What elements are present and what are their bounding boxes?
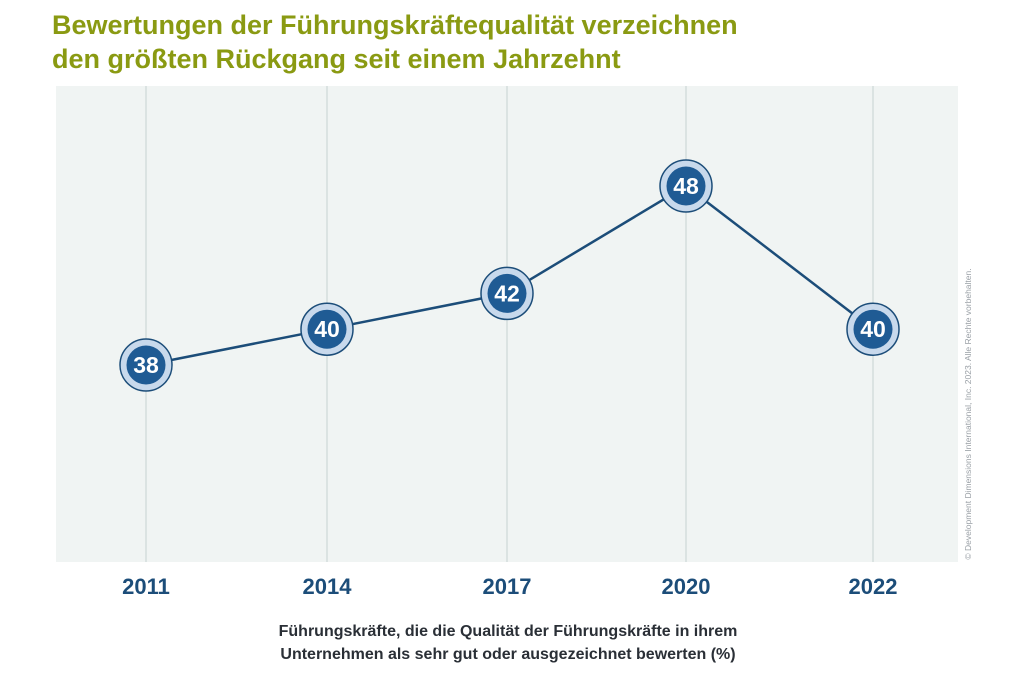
data-point-marker	[487, 273, 527, 313]
data-point-marker	[853, 309, 893, 349]
chart-caption-line-2: Unternehmen als sehr gut oder ausgezeich…	[280, 646, 736, 663]
x-axis-tick-labels: 2011 2014 2017 2020 2022	[122, 574, 897, 599]
chart-caption: Führungskräfte, die die Qualität der Füh…	[150, 620, 866, 666]
data-point-marker	[126, 345, 166, 385]
data-point-marker	[666, 166, 706, 206]
data-point-2017: 42	[480, 266, 534, 321]
data-label-2014: 40	[314, 316, 340, 342]
x-tick-label-2022: 2022	[849, 574, 898, 599]
chart-title-line-2: den größten Rückgang seit einem Jahrzehn…	[52, 44, 621, 74]
chart-title: Bewertungen der Führungskräftequalität v…	[52, 8, 952, 76]
x-tick-label-2020: 2020	[662, 574, 711, 599]
data-point-2020: 48	[659, 159, 713, 213]
x-tick-label-2011: 2011	[122, 574, 170, 599]
data-label-2020: 48	[673, 173, 699, 199]
chart-title-line-1: Bewertungen der Führungskräftequalität v…	[52, 10, 738, 40]
x-tick-label-2017: 2017	[483, 574, 532, 599]
data-label-2017: 42	[494, 280, 520, 306]
data-point-2014: 40	[300, 302, 354, 356]
copyright-notice: © Development Dimensions International, …	[963, 268, 973, 560]
data-points: 38 40 42 48 40	[119, 159, 900, 392]
data-label-2022: 40	[860, 316, 886, 342]
data-point-2022: 40	[846, 302, 900, 356]
x-tick-label-2014: 2014	[303, 574, 353, 599]
data-label-2011: 38	[133, 352, 159, 378]
chart-caption-line-1: Führungskräfte, die die Qualität der Füh…	[278, 623, 738, 640]
data-point-2011: 38	[119, 338, 173, 392]
data-point-marker	[307, 309, 347, 349]
